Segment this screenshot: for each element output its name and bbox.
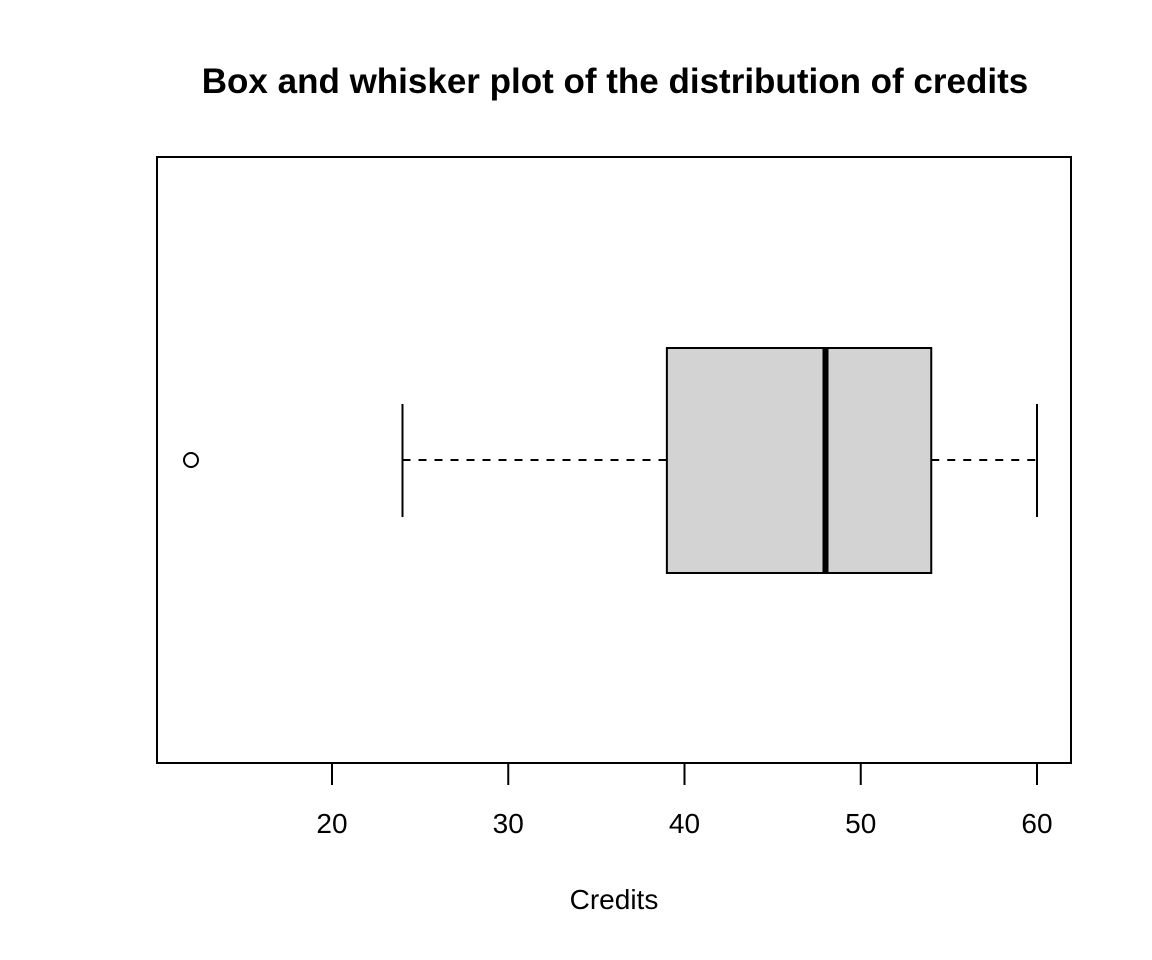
interquartile-box: [665, 347, 933, 574]
chart-title: Box and whisker plot of the distribution…: [202, 62, 1028, 101]
outlier-point: [183, 452, 199, 468]
x-tick-label: 20: [316, 808, 347, 839]
x-tick-label: 40: [669, 808, 700, 839]
x-axis-label: Credits: [570, 884, 659, 915]
x-axis: 20 30 40 50 60: [316, 762, 1053, 839]
x-tick-label: 30: [493, 808, 524, 839]
box-group: [183, 347, 1038, 574]
x-tick-label: 50: [845, 808, 876, 839]
x-tick-label: 60: [1021, 808, 1052, 839]
